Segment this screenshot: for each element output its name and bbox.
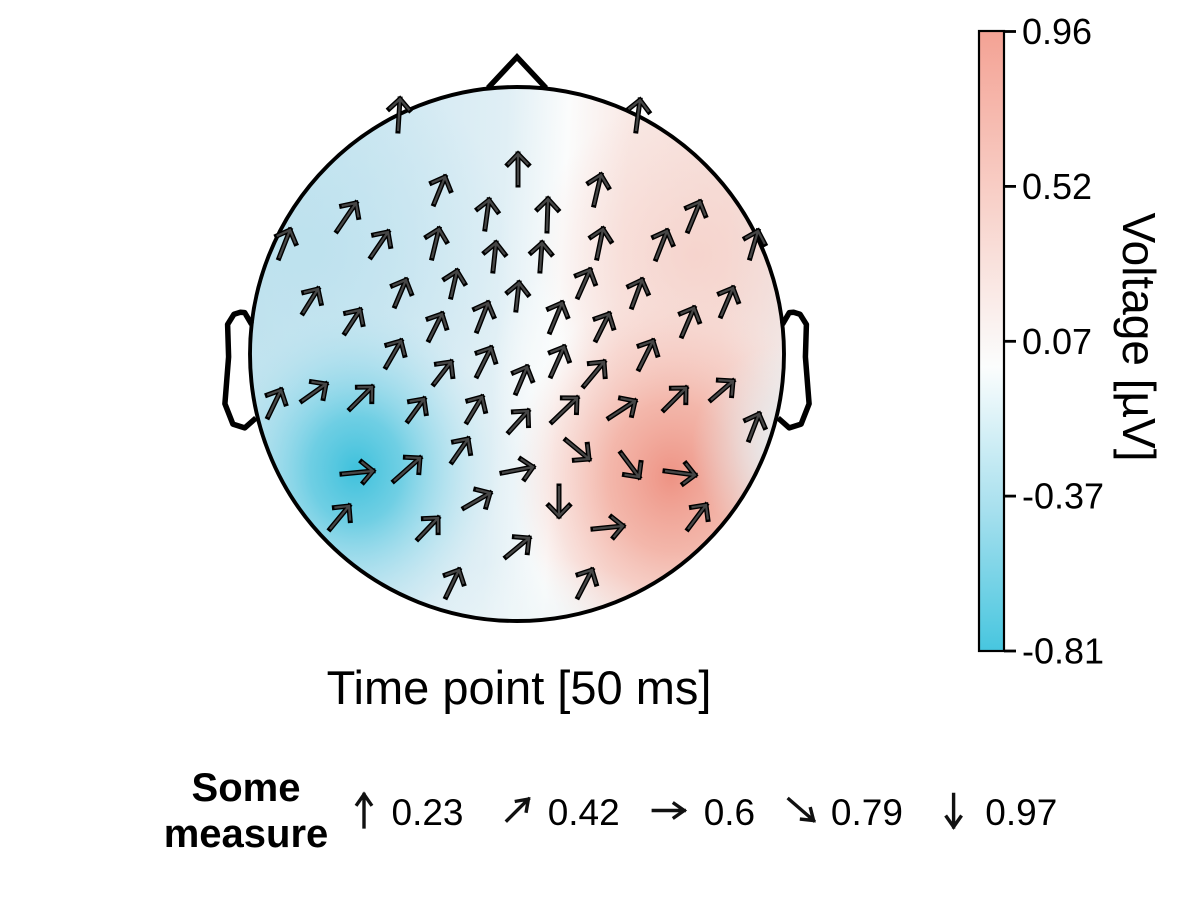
svg-text:Voltage [µV]: Voltage [µV] bbox=[1113, 212, 1165, 461]
svg-text:Time point [50 ms]: Time point [50 ms] bbox=[327, 661, 712, 714]
svg-text:0.79: 0.79 bbox=[831, 792, 903, 833]
svg-text:0.6: 0.6 bbox=[704, 792, 755, 833]
svg-text:0.07: 0.07 bbox=[1022, 321, 1092, 362]
svg-text:Some: Some bbox=[192, 766, 301, 810]
svg-text:-0.81: -0.81 bbox=[1022, 631, 1104, 672]
svg-text:measure: measure bbox=[164, 812, 329, 856]
svg-text:0.23: 0.23 bbox=[392, 792, 464, 833]
svg-text:0.52: 0.52 bbox=[1022, 166, 1092, 207]
svg-text:0.96: 0.96 bbox=[1022, 11, 1092, 52]
svg-text:-0.37: -0.37 bbox=[1022, 476, 1104, 517]
svg-text:0.97: 0.97 bbox=[985, 792, 1057, 833]
svg-text:0.42: 0.42 bbox=[548, 792, 620, 833]
